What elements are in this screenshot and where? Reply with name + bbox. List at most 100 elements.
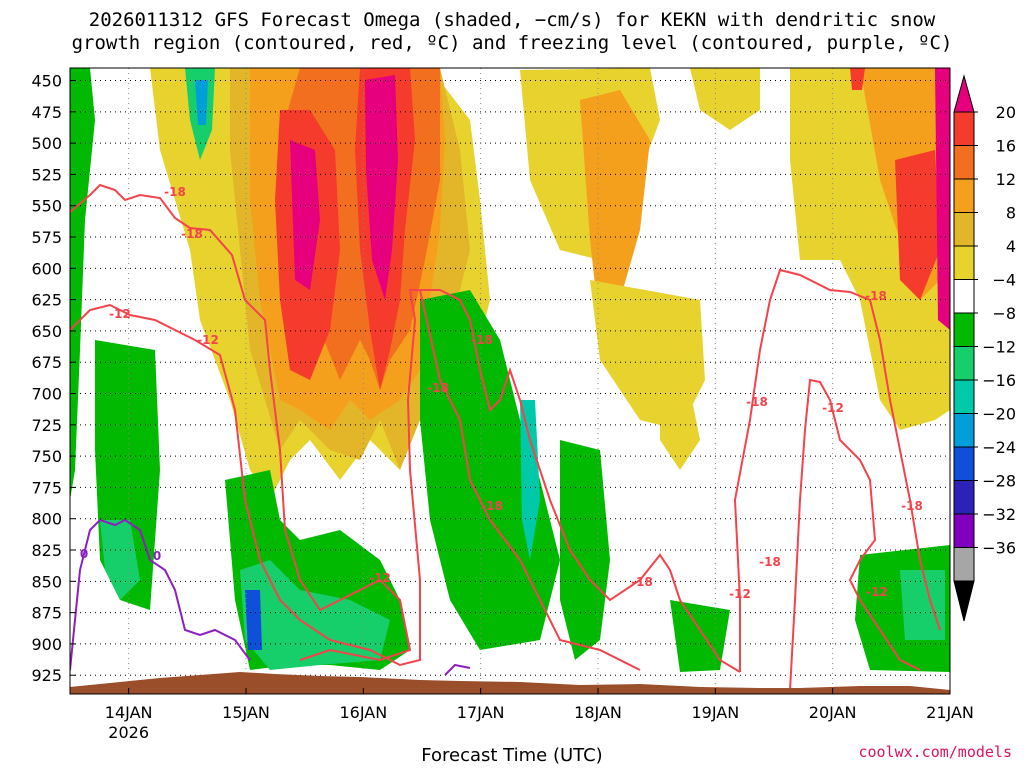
colorbar-swatch <box>953 580 975 622</box>
y-tick-label: 775 <box>31 478 62 497</box>
colorbar-label: −8 <box>992 304 1016 323</box>
colorbar-swatch <box>953 111 975 146</box>
colorbar-label: −12 <box>982 338 1016 357</box>
contour-labels: -18 -12 -18 -18 -12 -18 -18 -12 -18 -12 -18 -12 -18 -… <box>80 185 923 601</box>
y-tick-label: 475 <box>31 103 62 122</box>
colorbar-swatch <box>953 212 975 247</box>
y-tick-label: 600 <box>31 259 62 278</box>
contour-purple-b <box>444 663 471 676</box>
colorbar-swatch <box>953 279 975 314</box>
x-axis-title: Forecast Time (UTC) <box>421 745 603 766</box>
y-tick-label: 875 <box>31 604 62 623</box>
colorbar-label: −28 <box>982 472 1016 491</box>
colorbar-label: −32 <box>982 505 1016 524</box>
red-contour-label: -12 <box>369 571 391 585</box>
red-contour-label: -18 <box>759 555 781 569</box>
shade-yellow-e <box>690 68 760 130</box>
x-tick-label: 20JAN <box>809 703 857 722</box>
shade-teal-g <box>900 570 945 640</box>
y-tick-label: 550 <box>31 197 62 216</box>
red-contour-label: -18 <box>164 185 186 199</box>
shade-orange-c <box>580 90 650 330</box>
red-contour-label: -12 <box>729 587 751 601</box>
chart-title-line1: 2026011312 GFS Forecast Omega (shaded, −… <box>88 9 936 31</box>
red-contour-label: -12 <box>822 401 844 415</box>
colorbar-swatch <box>953 446 975 481</box>
shade-magenta-core-a <box>290 140 320 290</box>
credit-text: coolwx.com/models <box>858 743 1012 761</box>
plot-frame <box>69 67 951 695</box>
colorbar-swatch <box>953 74 975 113</box>
colorbar-label: −20 <box>982 405 1016 424</box>
shade-red-h <box>850 68 865 90</box>
x-axis: 14JAN 15JAN 16JAN 17JAN 18JAN 19JAN 20JAN 21JAN… <box>105 688 974 742</box>
contour-red-d <box>733 268 941 672</box>
contour-red-e <box>789 378 921 691</box>
colorbar-swatch <box>953 413 975 448</box>
red-contour-label: -18 <box>471 333 493 347</box>
y-tick-label: 850 <box>31 572 62 591</box>
red-contour-label: -12 <box>197 333 219 347</box>
colorbar-swatch <box>953 145 975 180</box>
colorbar-swatch <box>953 346 975 381</box>
shade-magenta-core-b <box>365 75 398 300</box>
shade-blue-top <box>195 80 208 125</box>
x-tick-label: 15JAN <box>222 703 270 722</box>
grid-lines <box>70 68 950 694</box>
shade-teal-b <box>100 520 140 600</box>
purple-contour-label: 0 <box>80 547 88 561</box>
y-tick-label: 700 <box>31 385 62 404</box>
colorbar-swatch <box>953 379 975 414</box>
red-contour-label: -18 <box>481 499 503 513</box>
y-tick-label: 825 <box>31 541 62 560</box>
x-tick-label: 19JAN <box>691 703 739 722</box>
colorbar-label: 16 <box>996 137 1016 156</box>
shade-red-g <box>895 150 940 300</box>
colorbar-label: 4 <box>1006 237 1016 256</box>
purple-contour-label: 0 <box>153 549 161 563</box>
x-tick-label: 14JAN <box>105 703 153 722</box>
contour-red-c <box>419 289 641 671</box>
terrain-fill <box>70 672 950 694</box>
shade-teal-d <box>520 400 540 560</box>
colorbar-label: −16 <box>982 371 1016 390</box>
red-contour-label: -12 <box>109 307 131 321</box>
y-axis: 450 475 500 525 550 575 600 625 650 675 700 725 750 7… <box>31 72 76 685</box>
colorbar-label: 8 <box>1006 204 1016 223</box>
red-contour-label: -18 <box>865 289 887 303</box>
colorbar-swatch <box>953 480 975 515</box>
x-tick-label: 16JAN <box>339 703 387 722</box>
colorbar-label: −4 <box>992 271 1016 290</box>
chart-title-line2: growth region (contoured, red, ºC) and f… <box>71 32 953 54</box>
y-tick-label: 675 <box>31 353 62 372</box>
colorbar-swatch <box>953 245 975 280</box>
red-contour-label: -12 <box>866 585 888 599</box>
red-contour-label: -18 <box>181 227 203 241</box>
red-contour-label: -18 <box>427 381 449 395</box>
x-tick-label: 21JAN <box>926 703 974 722</box>
y-tick-label: 750 <box>31 447 62 466</box>
y-tick-label: 575 <box>31 228 62 247</box>
x-year-label: 2026 <box>108 723 149 742</box>
x-tick-label: 17JAN <box>457 703 505 722</box>
y-tick-label: 900 <box>31 635 62 654</box>
shade-magenta-g <box>935 68 950 330</box>
shade-blue-c <box>245 590 262 650</box>
red-contour-label: -18 <box>746 395 768 409</box>
y-tick-label: 725 <box>31 416 62 435</box>
colorbar-label: −24 <box>982 438 1016 457</box>
colorbar-label: 20 <box>996 103 1016 122</box>
omega-shading <box>70 68 950 672</box>
y-tick-label: 800 <box>31 510 62 529</box>
colorbar-swatch <box>953 178 975 213</box>
red-contour-label: -18 <box>901 499 923 513</box>
y-tick-label: 450 <box>31 72 62 91</box>
red-contour-label: -18 <box>631 575 653 589</box>
y-tick-label: 650 <box>31 322 62 341</box>
y-tick-label: 525 <box>31 165 62 184</box>
shade-green-left <box>70 68 95 500</box>
shade-teal-c <box>240 560 390 670</box>
y-tick-label: 925 <box>31 666 62 685</box>
colorbar-swatch <box>953 312 975 347</box>
y-tick-label: 625 <box>31 291 62 310</box>
